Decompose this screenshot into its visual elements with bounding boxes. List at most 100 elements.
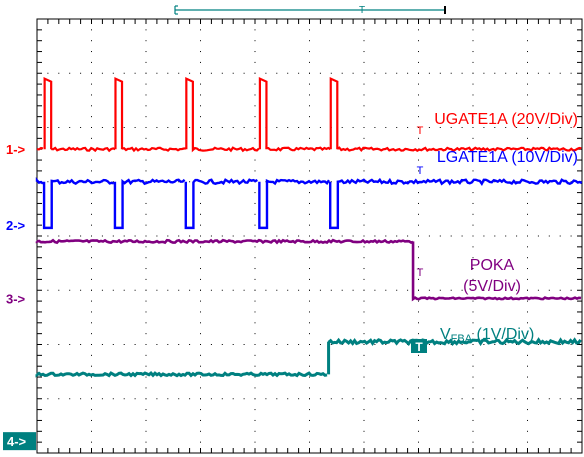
grid-dot xyxy=(210,344,212,345)
grid-dot xyxy=(309,354,310,356)
grid-dot xyxy=(167,127,169,128)
grid-dot xyxy=(418,61,419,63)
grid-dot xyxy=(145,246,147,248)
grid-dot xyxy=(527,365,528,367)
grid-dot xyxy=(352,235,354,237)
grid-dot xyxy=(200,387,201,389)
grid-dot xyxy=(200,159,201,161)
grid-dot xyxy=(254,365,256,367)
grid-dot xyxy=(134,235,136,237)
grid-dot xyxy=(341,344,343,345)
grid-dot xyxy=(527,83,528,85)
grid-dot xyxy=(254,376,256,378)
grid-dot xyxy=(156,72,158,74)
grid-dot xyxy=(363,235,365,237)
grid-dot xyxy=(145,441,147,443)
grid-dot xyxy=(363,94,365,96)
grid-dot xyxy=(407,72,409,74)
grid-dot xyxy=(134,127,136,128)
grid-dot xyxy=(570,398,572,400)
grid-dot xyxy=(123,398,125,400)
grid-dot xyxy=(548,235,550,237)
grid-dot xyxy=(91,300,92,302)
grid-dot xyxy=(58,235,60,237)
grid-dot xyxy=(265,289,267,291)
grid-dot xyxy=(418,246,419,248)
grid-dot xyxy=(418,430,419,432)
grid-dot xyxy=(319,289,321,291)
grid-dot xyxy=(101,344,103,345)
grid-dot xyxy=(309,333,310,335)
grid-dot xyxy=(200,213,201,215)
grid-dot xyxy=(352,127,354,128)
channel-marker-1: 1-> xyxy=(6,142,26,157)
grid-dot xyxy=(418,311,419,313)
grid-dot xyxy=(439,235,441,237)
grid-dot xyxy=(178,181,180,183)
grid-dot xyxy=(418,289,419,291)
grid-dot xyxy=(91,376,92,378)
grid-dot xyxy=(145,40,147,42)
grid-dot xyxy=(461,72,463,74)
grid-dot xyxy=(527,61,528,63)
channel-marker-4: 4-> xyxy=(7,434,27,449)
grid-dot xyxy=(527,235,528,237)
grid-dot xyxy=(254,170,256,172)
grid-dot xyxy=(145,105,147,107)
grid-dot xyxy=(363,148,365,150)
grid-dot xyxy=(450,344,452,345)
grid-dot xyxy=(363,40,365,42)
grid-dot xyxy=(200,170,201,172)
grid-dot xyxy=(200,278,201,280)
grid-dot xyxy=(527,441,528,443)
grid-dot xyxy=(537,235,539,237)
grid-dot xyxy=(396,235,398,237)
grid-dot xyxy=(298,127,300,128)
grid-dot xyxy=(309,322,310,324)
grid-dot xyxy=(254,289,256,291)
grid-dot xyxy=(145,94,147,96)
grid-dot xyxy=(112,72,114,74)
grid-dot xyxy=(537,344,539,345)
grid-dot xyxy=(58,289,60,291)
grid-dot xyxy=(363,398,365,400)
grid-dot xyxy=(472,170,474,172)
grid-dot xyxy=(418,159,419,161)
grid-dot xyxy=(200,365,201,367)
grid-dot xyxy=(527,289,528,291)
grid-dot xyxy=(428,398,430,400)
grid-dot xyxy=(254,192,256,194)
grid-dot xyxy=(254,257,256,259)
grid-dot xyxy=(418,257,419,259)
grid-dot xyxy=(472,116,474,118)
grid-dot xyxy=(145,137,147,139)
grid-dot xyxy=(363,51,365,53)
grid-dot xyxy=(254,311,256,313)
grid-dot xyxy=(483,127,485,128)
grid-dot xyxy=(516,72,518,74)
grid-dot xyxy=(363,322,365,324)
grid-dot xyxy=(254,235,256,237)
grid-dot xyxy=(363,430,365,432)
grid-dot xyxy=(178,289,180,291)
grid-dot xyxy=(472,213,474,215)
grid-dot xyxy=(80,127,82,128)
grid-dot xyxy=(330,398,332,400)
grid-dot xyxy=(210,235,212,237)
grid-dot xyxy=(363,72,365,74)
grid-dot xyxy=(189,72,191,74)
grid-dot xyxy=(200,300,201,302)
grid-dot xyxy=(80,398,82,400)
grid-dot xyxy=(298,344,300,345)
grid-dot xyxy=(221,127,223,128)
grid-dot xyxy=(156,235,158,237)
grid-dot xyxy=(200,202,201,204)
grid-dot xyxy=(439,127,441,128)
grid-dot xyxy=(145,83,147,85)
grid-dot xyxy=(472,376,474,378)
grid-dot xyxy=(156,344,158,345)
grid-dot xyxy=(352,289,354,291)
grid-dot xyxy=(232,72,234,74)
grid-dot xyxy=(472,409,474,411)
grid-dot xyxy=(516,344,518,345)
